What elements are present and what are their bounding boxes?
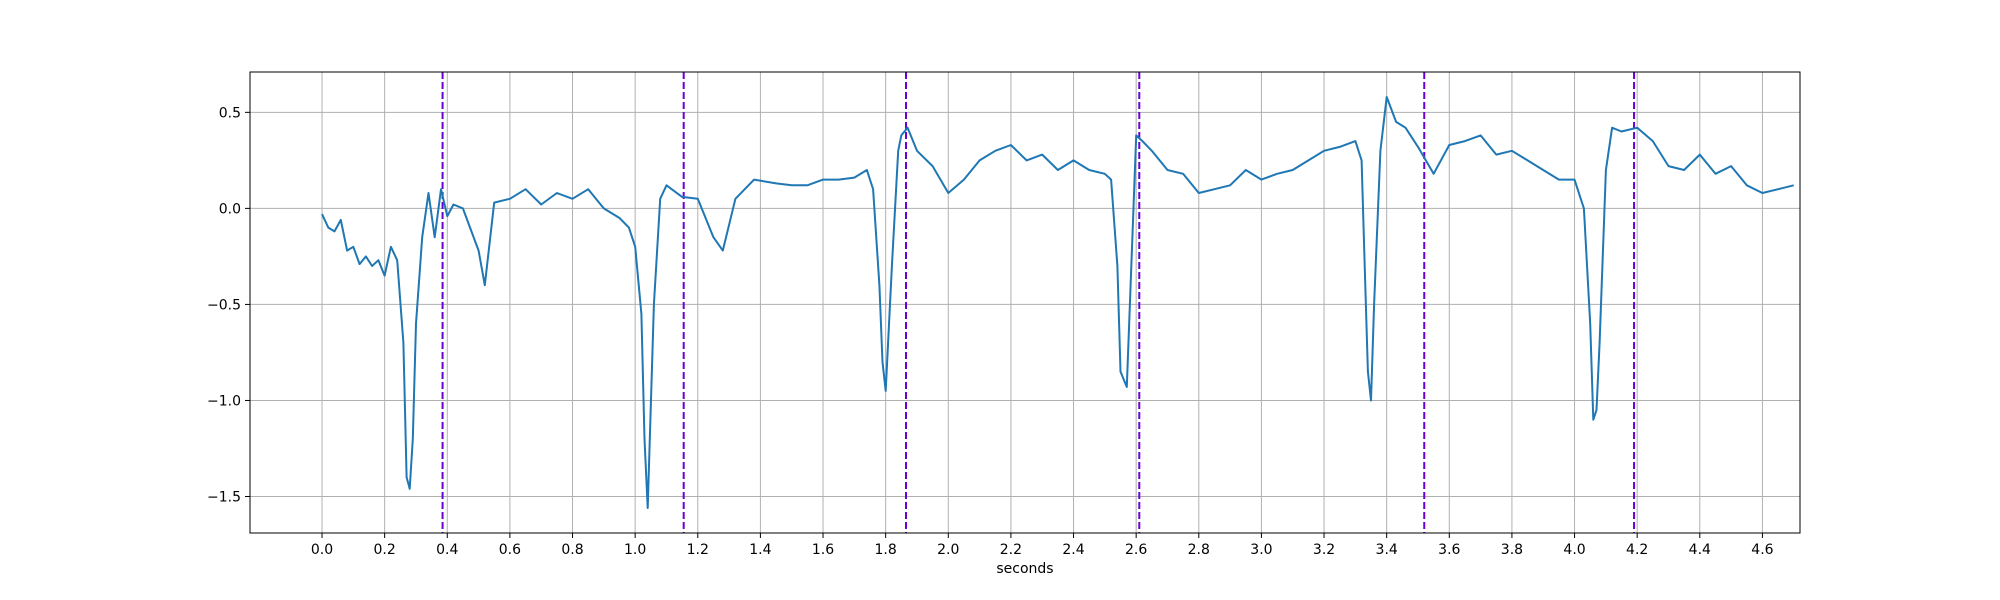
x-tick-label: 1.2 [687,542,709,558]
x-tick-label: 0.6 [499,542,521,558]
x-tick-label: 1.8 [875,542,897,558]
x-tick-label: 2.0 [937,542,959,558]
ticks: 0.0 0.2 0.4 0.6 0.8 1.0 1.2 1.4 1.6 1.8 2.0 2.2 2.4 2… [207,105,1774,558]
x-tick-label: 3.4 [1376,542,1398,558]
x-tick-label: 2.2 [1000,542,1022,558]
x-tick-label: 2.8 [1188,542,1210,558]
x-tick-label: 1.6 [812,542,834,558]
x-tick-label: 3.8 [1501,542,1523,558]
x-tick-label: 0.8 [561,542,583,558]
y-tick-label: −0.5 [207,297,241,313]
grid [250,72,1800,533]
vertical-markers [441,72,1636,533]
x-tick-label: 2.4 [1062,542,1084,558]
x-tick-label: 3.6 [1438,542,1460,558]
x-tick-label: 4.0 [1563,542,1585,558]
x-axis-label: seconds [996,561,1053,577]
y-tick-label: 0.0 [219,201,241,217]
y-tick-label: 0.5 [219,105,241,121]
x-tick-label: 3.2 [1313,542,1335,558]
y-tick-label: −1.5 [207,490,241,506]
x-tick-label: 0.2 [374,542,396,558]
x-tick-label: 0.4 [436,542,458,558]
x-tick-label: 1.4 [749,542,771,558]
x-tick-label: 3.0 [1250,542,1272,558]
x-tick-label: 1.0 [624,542,646,558]
axes-frame [249,71,1801,534]
series-layer [321,96,1794,509]
x-tick-label: 2.6 [1125,542,1147,558]
signal-line [321,96,1794,509]
x-tick-label: 0.0 [311,542,333,558]
x-tick-label: 4.2 [1626,542,1648,558]
y-tick-label: −1.0 [207,393,241,409]
x-tick-label: 4.4 [1689,542,1711,558]
x-tick-label: 4.6 [1751,542,1773,558]
